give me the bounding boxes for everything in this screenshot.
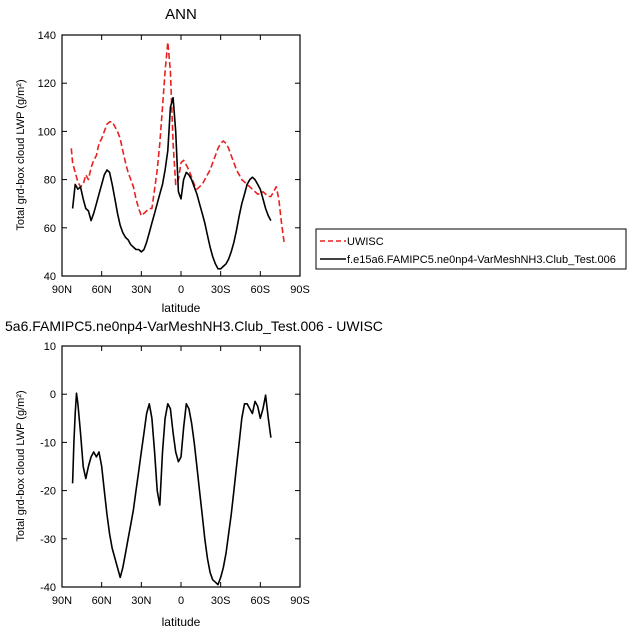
top-y-axis: 40 60 80 100 120 140 [38, 30, 300, 283]
top-x-axis-label: latitude [162, 301, 201, 315]
top-xtick-label: 60S [251, 284, 271, 296]
bottom-series-group [71, 392, 272, 586]
bottom-xtick-label: 30S [211, 595, 231, 607]
top-plot-frame [61, 34, 301, 277]
top-xtick-label: 30S [211, 284, 231, 296]
top-series-line-1 [71, 96, 272, 270]
top-ytick-label: 120 [38, 78, 56, 90]
top-ytick-label: 40 [44, 271, 56, 283]
bottom-ytick-label: 10 [44, 341, 56, 353]
top-chart-title: ANN [165, 6, 197, 23]
bottom-plot-frame [61, 345, 301, 588]
legend-label-uwisc: UWISC [347, 236, 384, 248]
bottom-x-axis-label: latitude [162, 615, 201, 629]
bottom-x-axis: 90N 60N 30N 0 30S 60S 90S [52, 346, 310, 607]
top-ytick-label: 100 [38, 126, 56, 138]
bottom-xtick-label: 60N [92, 595, 112, 607]
bottom-ytick-label: -10 [40, 437, 56, 449]
bottom-ytick-label: 0 [50, 389, 56, 401]
top-xtick-label: 90S [290, 284, 310, 296]
bottom-xtick-label: 90S [290, 595, 310, 607]
bottom-series-line-0 [71, 392, 272, 586]
top-series-line-0 [70, 41, 285, 243]
bottom-xtick-label: 0 [178, 595, 184, 607]
top-xtick-label: 30N [131, 284, 151, 296]
legend-label-model: f.e15a6.FAMIPC5.ne0np4-VarMeshNH3.Club_T… [347, 254, 616, 266]
top-xtick-label: 0 [178, 284, 184, 296]
bottom-y-axis: -40 -30 -20 -10 0 10 [40, 341, 300, 594]
top-series-group [70, 41, 285, 270]
legend: UWISC f.e15a6.FAMIPC5.ne0np4-VarMeshNH3.… [315, 228, 627, 270]
bottom-chart-panel: 5a6.FAMIPC5.ne0np4-VarMeshNH3.Club_Test.… [5, 318, 383, 629]
bottom-xtick-label: 60S [251, 595, 271, 607]
legend-box [315, 228, 627, 270]
top-xtick-label: 60N [92, 284, 112, 296]
bottom-y-axis-label: Total grd-box cloud LWP (g/m²) [15, 390, 27, 541]
bottom-xtick-label: 30N [131, 595, 151, 607]
bottom-xtick-label: 90N [52, 595, 72, 607]
bottom-ytick-label: -20 [40, 486, 56, 498]
top-xtick-label: 90N [52, 284, 72, 296]
top-ytick-label: 140 [38, 30, 56, 42]
top-x-axis: 90N 60N 30N 0 30S 60S 90S [52, 35, 310, 296]
bottom-ytick-label: -40 [40, 582, 56, 594]
bottom-chart-title: 5a6.FAMIPC5.ne0np4-VarMeshNH3.Club_Test.… [5, 318, 383, 334]
bottom-ytick-label: -30 [40, 534, 56, 546]
top-ytick-label: 80 [44, 175, 56, 187]
top-y-axis-label: Total grd-box cloud LWP (g/m²) [15, 79, 27, 230]
top-ytick-label: 60 [44, 223, 56, 235]
